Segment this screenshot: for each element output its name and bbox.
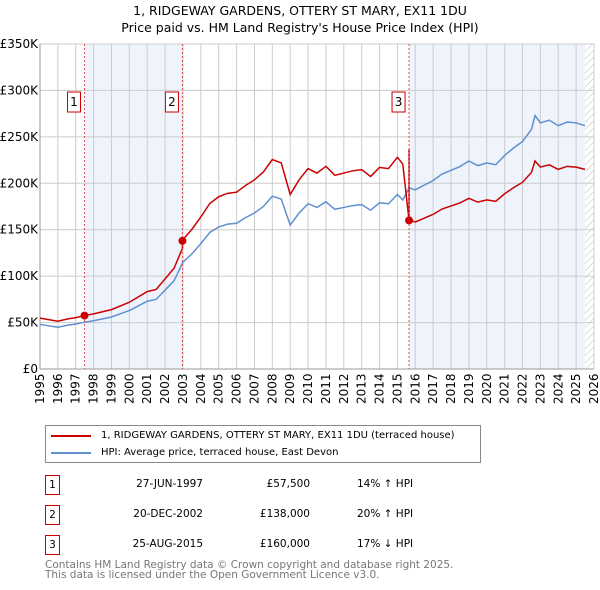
property-price-line xyxy=(39,149,586,323)
footer-line1: Contains HM Land Registry data © Crown c… xyxy=(45,559,454,571)
x-tick-label: 2009 xyxy=(283,373,297,404)
sale-point xyxy=(405,216,414,225)
x-tick-label: 2005 xyxy=(212,373,226,404)
x-tick-label: 2020 xyxy=(480,373,494,404)
y-tick-label: £200K xyxy=(0,176,39,190)
x-tick-label: 2021 xyxy=(498,373,512,404)
x-tick-label: 2024 xyxy=(551,373,565,404)
x-tick-label: 1998 xyxy=(87,373,101,404)
x-tick-label: 2011 xyxy=(319,373,333,404)
x-tick-label: 2003 xyxy=(176,373,190,404)
x-tick-label: 1997 xyxy=(69,373,83,404)
sale-label-box xyxy=(391,91,406,113)
x-tick-label: 2006 xyxy=(230,373,244,404)
transaction-date: 20-DEC-2002 xyxy=(133,508,203,520)
x-tick-label: 2026 xyxy=(587,373,600,404)
x-tick-label: 2001 xyxy=(140,373,154,404)
chart-subtitle: Price paid vs. HM Land Registry's House … xyxy=(121,20,479,35)
transaction-date: 25-AUG-2015 xyxy=(132,538,203,550)
y-tick-label: £250K xyxy=(0,130,39,144)
x-tick-label: 2012 xyxy=(337,373,351,404)
y-tick-label: £150K xyxy=(0,223,39,237)
x-tick-label: 2019 xyxy=(462,373,476,404)
x-tick-label: 2013 xyxy=(355,373,369,404)
legend-hpi-line xyxy=(51,451,91,454)
x-tick-label: 2008 xyxy=(265,373,279,404)
transaction-number: 1 xyxy=(45,475,60,495)
x-tick-label: 2025 xyxy=(569,373,583,404)
sale-label-box xyxy=(66,91,81,113)
x-tick-label: 1996 xyxy=(51,373,65,404)
x-tick-label: 2023 xyxy=(533,373,547,404)
legend: 1, RIDGEWAY GARDENS, OTTERY ST MARY, EX1… xyxy=(45,425,481,463)
transaction-number: 3 xyxy=(45,535,60,555)
legend-property-line xyxy=(51,434,91,437)
sale-label: 3 xyxy=(395,95,403,109)
x-tick-label: 2007 xyxy=(247,373,261,404)
transaction-price: £160,000 xyxy=(259,538,310,550)
x-tick-label: 2004 xyxy=(194,373,208,404)
sale-point xyxy=(178,236,187,245)
x-tick-label: 2018 xyxy=(444,373,458,404)
footer-line2: This data is licensed under the Open Gov… xyxy=(45,569,380,581)
transaction-hpi: 17% ↓ HPI xyxy=(357,538,414,550)
x-tick-label: 2014 xyxy=(373,373,387,404)
price-chart: £0 £50K £100K £150K £200K £250K £300K £350K 1995… xyxy=(0,37,600,404)
legend-hpi-label: HPI: Average price, terraced house, East… xyxy=(101,447,339,458)
x-tick-label: 2017 xyxy=(426,373,440,404)
x-tick-label: 1999 xyxy=(104,373,118,404)
forecast-hatch xyxy=(585,44,594,369)
shaded-period-3 xyxy=(409,44,586,369)
x-tick-label: 2015 xyxy=(390,373,404,404)
x-tick-label: 2022 xyxy=(516,373,530,404)
transaction-hpi: 14% ↑ HPI xyxy=(357,478,414,490)
footer: Contains HM Land Registry data © Crown c… xyxy=(45,559,454,581)
sale-label: 1 xyxy=(70,95,78,109)
y-tick-label: £350K xyxy=(0,37,39,51)
sale-label: 2 xyxy=(168,95,176,109)
transaction-hpi: 20% ↑ HPI xyxy=(357,508,414,520)
transaction-date: 27-JUN-1997 xyxy=(136,478,203,490)
hpi-line xyxy=(39,113,586,328)
transaction-row: 2 20-DEC-2002 £138,000 20% ↑ HPI xyxy=(45,505,465,525)
x-tick-label: 2000 xyxy=(122,373,136,404)
sale-label-box xyxy=(164,91,179,113)
x-tick-label: 2010 xyxy=(301,373,315,404)
transaction-number: 2 xyxy=(45,505,60,525)
x-tick-label: 1995 xyxy=(33,373,47,404)
chart-title: 1, RIDGEWAY GARDENS, OTTERY ST MARY, EX1… xyxy=(133,3,467,18)
y-tick-label: £100K xyxy=(0,269,39,283)
legend-property-label: 1, RIDGEWAY GARDENS, OTTERY ST MARY, EX1… xyxy=(101,430,455,441)
transaction-row: 3 25-AUG-2015 £160,000 17% ↓ HPI xyxy=(45,535,465,555)
x-tick-label: 2016 xyxy=(408,373,422,404)
x-tick-label: 2002 xyxy=(158,373,172,404)
transaction-price: £57,500 xyxy=(266,478,310,490)
transaction-price: £138,000 xyxy=(259,508,310,520)
transaction-row: 1 27-JUN-1997 £57,500 14% ↑ HPI xyxy=(45,475,465,495)
y-tick-label: £300K xyxy=(0,83,39,97)
y-tick-label: £50K xyxy=(7,316,39,330)
y-tick-label: £0 xyxy=(23,362,38,376)
sale-point xyxy=(80,311,89,320)
